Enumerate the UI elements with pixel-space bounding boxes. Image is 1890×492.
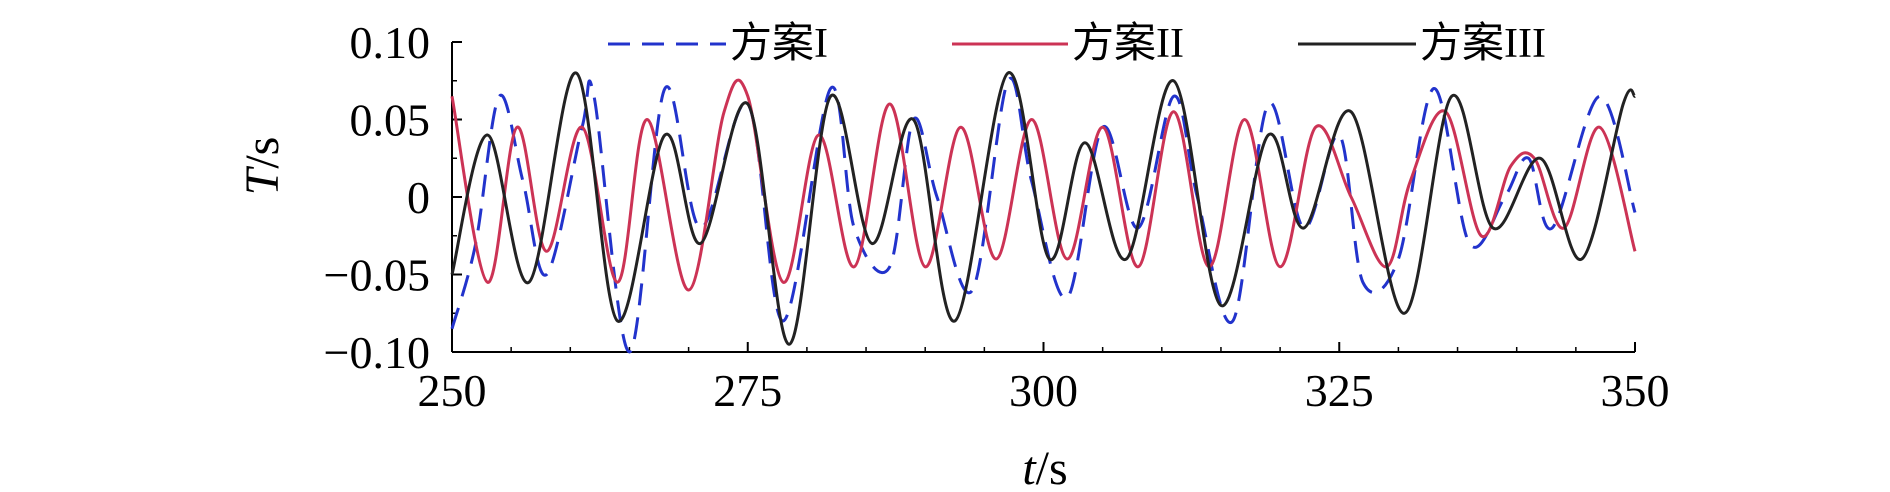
y-axis-label-unit: /s xyxy=(236,137,289,169)
y-tick-label-3: −0.05 xyxy=(324,250,430,301)
legend-item-series-1: 方案I xyxy=(608,20,828,67)
x-axis-label-unit: /s xyxy=(1036,442,1068,492)
y-axis-label: T/s xyxy=(236,137,289,196)
legend-label-series-1: 方案I xyxy=(730,20,828,67)
x-tick-label-0: 250 xyxy=(418,365,487,416)
series-line-2 xyxy=(450,78,1637,292)
x-tick-label-3: 325 xyxy=(1305,365,1374,416)
y-tick-label-0: 0.10 xyxy=(350,17,431,68)
legend-label-series-3: 方案III xyxy=(1420,20,1546,67)
x-axis-label-var: t xyxy=(1022,442,1037,492)
x-tick-label-4: 350 xyxy=(1601,365,1670,416)
legend-item-series-3: 方案III xyxy=(1298,20,1546,67)
x-tick-label-2: 300 xyxy=(1009,365,1078,416)
y-axis-label-var: T xyxy=(236,165,289,195)
legend-item-series-2: 方案II xyxy=(952,20,1184,67)
y-tick-label-4: −0.10 xyxy=(324,327,430,378)
y-tick-label-2: 0 xyxy=(407,172,430,223)
legend-label-series-2: 方案II xyxy=(1072,20,1184,67)
x-tick-label-1: 275 xyxy=(713,365,782,416)
x-axis-label: t/s xyxy=(1022,442,1067,492)
legend: 方案I 方案II 方案III xyxy=(608,20,1546,67)
y-tick-label-1: 0.05 xyxy=(350,95,431,146)
series-line-1 xyxy=(450,76,1637,354)
series-line-3 xyxy=(450,71,1637,346)
plot-area: 250 275 300 325 350 0.10 0.05 0 −0.05 −0.10 xyxy=(324,17,1670,416)
